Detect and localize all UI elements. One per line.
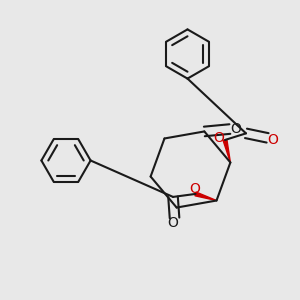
Text: O: O xyxy=(213,131,224,146)
Text: O: O xyxy=(168,216,178,230)
Text: O: O xyxy=(189,182,200,196)
Text: O: O xyxy=(268,133,278,147)
Polygon shape xyxy=(223,140,230,163)
Polygon shape xyxy=(195,192,217,200)
Text: O: O xyxy=(230,122,241,136)
